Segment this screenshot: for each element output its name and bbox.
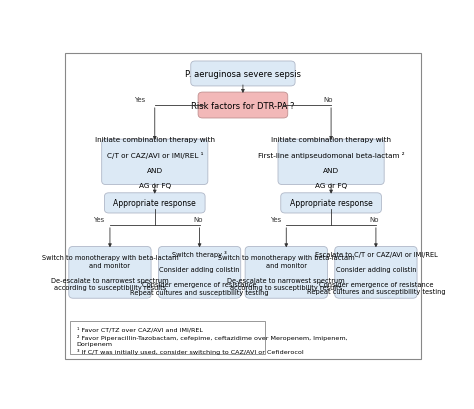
Text: Yes: Yes — [270, 217, 281, 222]
Text: Appropriate response: Appropriate response — [290, 199, 373, 208]
Text: Initiate combination therapy with

C/T or CAZ/AVI or IMI/REL ¹

AND

AG or FQ: Initiate combination therapy with C/T or… — [95, 136, 215, 189]
Text: Yes: Yes — [135, 97, 146, 103]
Text: Initiate combination therapy with

First-line antipseudomonal beta-lactam ²

AND: Initiate combination therapy with First-… — [258, 136, 404, 189]
FancyBboxPatch shape — [191, 62, 295, 87]
Text: No: No — [324, 97, 333, 103]
FancyBboxPatch shape — [281, 193, 382, 213]
Text: Appropriate response: Appropriate response — [113, 199, 196, 208]
Text: Yes: Yes — [93, 217, 105, 222]
Text: No: No — [193, 217, 202, 222]
Text: Switch to monotherapy with beta-lactam
and monitor

De-escalate to narrowest spe: Switch to monotherapy with beta-lactam a… — [218, 255, 355, 291]
FancyBboxPatch shape — [278, 140, 384, 185]
FancyBboxPatch shape — [65, 54, 421, 359]
FancyBboxPatch shape — [102, 140, 208, 185]
FancyBboxPatch shape — [69, 247, 151, 299]
FancyBboxPatch shape — [70, 321, 265, 355]
Text: P. aeruginosa severe sepsis: P. aeruginosa severe sepsis — [185, 70, 301, 79]
Text: Switch therapy ³

Consider adding colistin

Consider emergence of resistance
Rep: Switch therapy ³ Consider adding colisti… — [130, 250, 269, 295]
FancyBboxPatch shape — [335, 247, 417, 299]
FancyBboxPatch shape — [198, 93, 288, 119]
Text: ¹ Favor CT/TZ over CAZ/AVI and IMI/REL
² Favor Piperacillin-Tazobactam, cefepime: ¹ Favor CT/TZ over CAZ/AVI and IMI/REL ²… — [76, 326, 347, 354]
Text: Switch to monotherapy with beta-lactam
and monitor

De-escalate to narrowest spe: Switch to monotherapy with beta-lactam a… — [42, 255, 178, 291]
FancyBboxPatch shape — [245, 247, 328, 299]
Text: No: No — [369, 217, 379, 222]
Text: Escalate to C/T or CAZ/AVI or IMI/REL

Consider adding colistin

Consider emerge: Escalate to C/T or CAZ/AVI or IMI/REL Co… — [307, 251, 445, 294]
FancyBboxPatch shape — [158, 247, 241, 299]
Text: Risk factors for DTR-PA ?: Risk factors for DTR-PA ? — [191, 101, 295, 110]
FancyBboxPatch shape — [104, 193, 205, 213]
